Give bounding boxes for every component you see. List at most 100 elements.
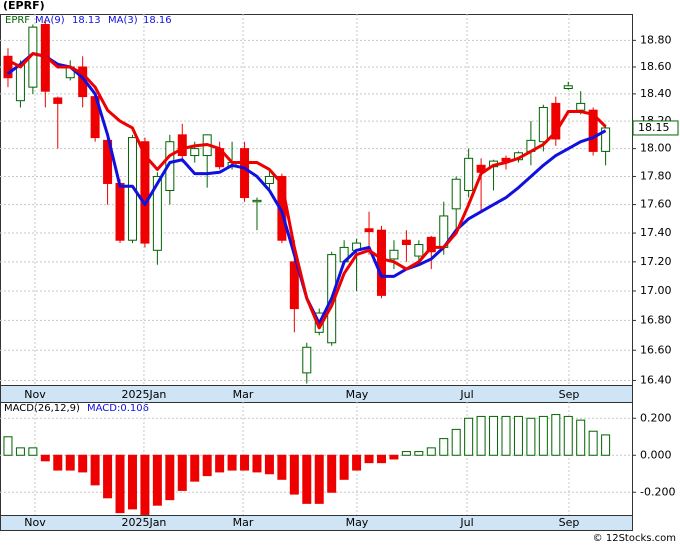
x-tick-label: Jul [459,516,473,529]
macd-bar [551,414,561,456]
legend-value: 18.16 [143,15,172,26]
x-tick-label: Sep [559,516,580,529]
candle-body [177,134,187,157]
macd-bar [28,447,38,456]
candle-body [3,55,13,79]
x-tick-label: Jul [459,388,473,401]
macd-bar [78,454,88,473]
macd-bar [227,454,237,471]
x-tick-label: 2025Jan [121,516,166,529]
macd-bar [601,434,611,456]
candle-body [302,346,312,374]
legend-label: MA(9) [35,15,65,26]
candle-body [601,127,611,152]
macd-bar [215,454,225,473]
candle-body [140,141,150,244]
candle-body [389,249,399,260]
candle-body [426,236,436,253]
last-price-label: 18.15 [638,121,670,134]
macd-bar [15,447,25,456]
candle-body [588,109,598,152]
macd-bar [526,417,536,456]
y-tick-label: 0.200 [640,411,672,424]
y-tick-label: 17.20 [640,255,672,268]
macd-bar [202,454,212,477]
y-tick-label: 18.60 [640,60,672,73]
macd-bar [127,454,137,510]
macd-bar [177,454,187,491]
y-tick-label: 18.40 [640,87,672,100]
macd-bar [389,454,399,460]
macd-value-label: MACD:0.106 [87,403,149,414]
candle-body [53,97,63,104]
x-tick-label: Nov [24,516,46,529]
macd-bar [501,415,511,456]
macd-bar [489,415,499,456]
macd-bar [588,430,598,456]
macd-bar [152,454,162,506]
y-tick-label: -0.200 [640,485,675,498]
macd-bar [401,451,411,456]
macd-bar [190,454,200,482]
macd-bar [327,454,337,493]
macd-bar [513,415,523,456]
y-tick-label: 17.80 [640,169,672,182]
macd-bar [53,454,63,471]
macd-bar [252,454,262,473]
candle-body [240,148,250,199]
x-tick-label: May [346,388,369,401]
y-tick-label: 0.000 [640,448,672,461]
y-tick-label: 16.80 [640,313,672,326]
y-tick-label: 17.60 [640,198,672,211]
candle-body [152,175,162,251]
macd-bar [476,415,486,456]
macd-label: MACD(26,12,9) [4,403,80,414]
macd-bar [264,454,274,475]
macd-bar [414,451,424,456]
macd-bar [103,454,113,499]
candle-body [414,244,424,257]
candle-body [376,229,386,296]
x-tick-label: Mar [233,388,254,401]
candle-body [165,141,175,191]
macd-bar [376,454,386,464]
macd-bar [451,428,461,456]
macd-bar [364,454,374,464]
x-tick-label: Nov [24,388,46,401]
month-strip [0,385,633,403]
chart-title: (EPRF) [3,0,45,12]
source: © 12Stocks.com [593,533,676,544]
candle-body [264,175,274,184]
macd-bar [439,438,449,456]
legend-value: 18.13 [72,15,101,26]
y-tick-label: 18.00 [640,142,672,155]
candle-body [115,182,125,241]
candle-body [538,106,548,143]
candle-body [576,102,586,111]
candle-body [364,228,374,233]
macd-bar [576,419,586,456]
y-tick-label: 18.80 [640,33,672,46]
macd-bar [40,454,50,462]
x-tick-label: Mar [233,516,254,529]
candle-body [401,239,411,246]
macd-bar [352,454,362,471]
candle-body [190,148,200,157]
y-tick-label: 17.00 [640,284,672,297]
macd-bar [339,454,349,480]
macd-bar [240,454,250,471]
last-price-box [632,120,679,136]
macd-bar [563,415,573,456]
candle-body [15,63,25,102]
candle-body [464,157,474,191]
macd-bar [165,454,175,501]
legend-symbol: EPRF [5,15,30,26]
y-tick-label: 16.60 [640,343,672,356]
macd-bar [289,454,299,495]
macd-bar [464,417,474,456]
macd-bar [302,454,312,504]
x-tick-label: May [346,516,369,529]
x-tick-label: 2025Jan [121,388,166,401]
candle-body [252,199,262,203]
x-tick-label: Sep [559,388,580,401]
